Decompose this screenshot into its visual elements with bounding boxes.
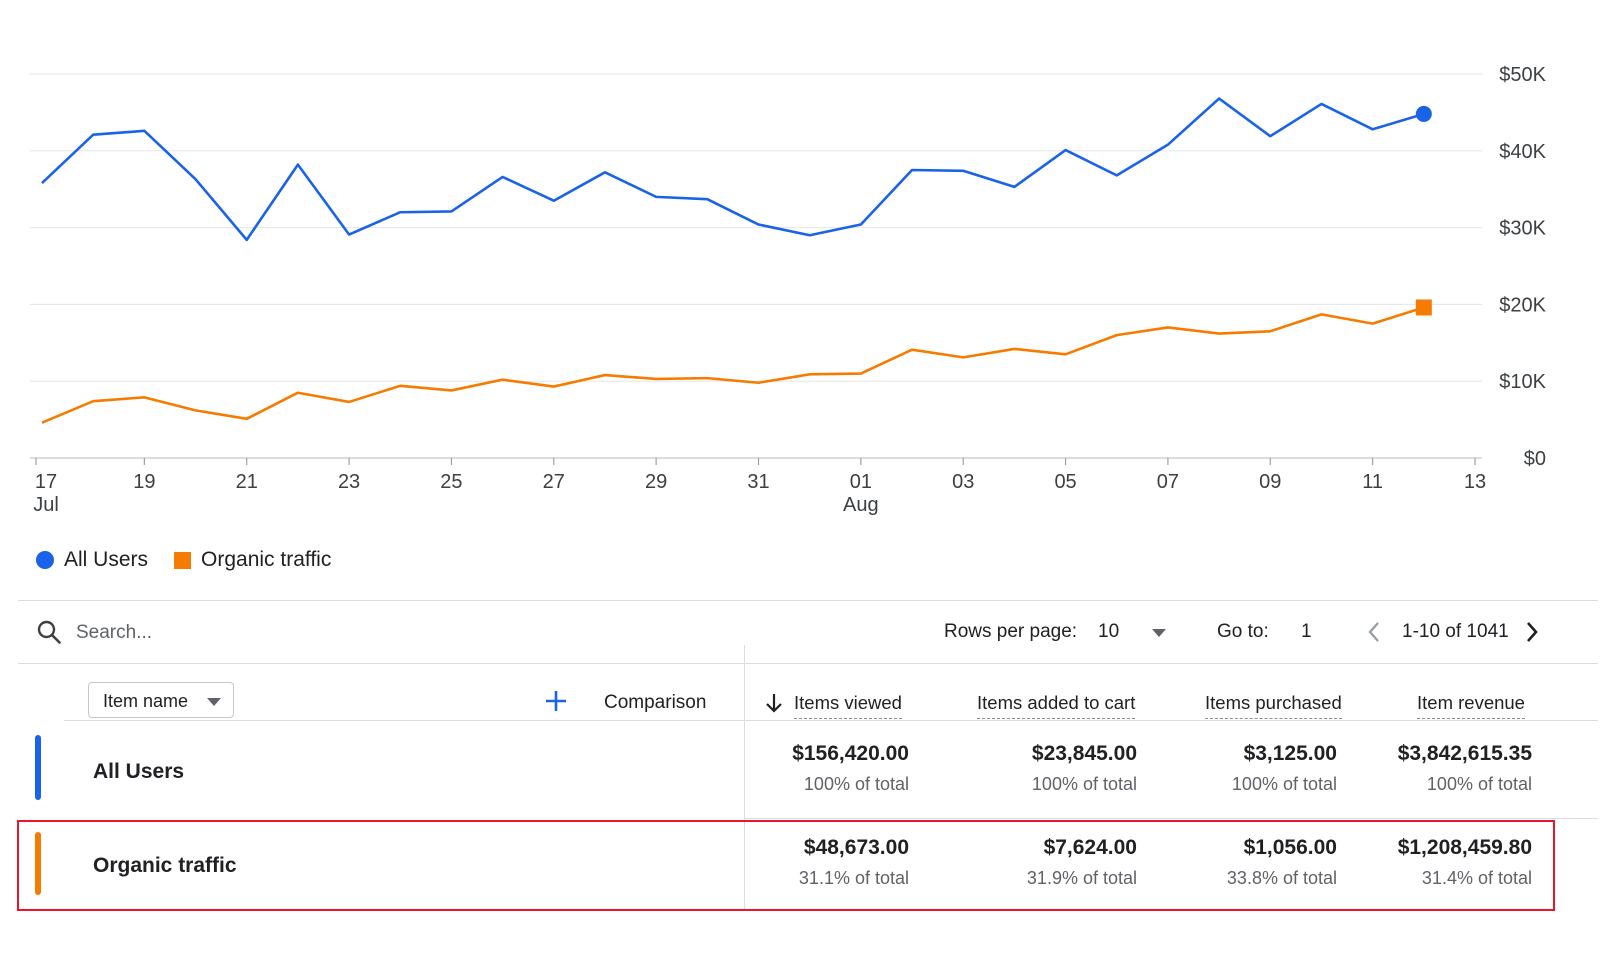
cell-percent: 100% of total	[1426, 774, 1532, 794]
cell-value: $48,673.00	[803, 836, 909, 859]
rows-per-page-select[interactable]: 10	[1088, 611, 1178, 651]
x-tick-label: 05	[1054, 471, 1076, 493]
legend-item-organic-traffic[interactable]: Organic traffic	[174, 548, 331, 572]
y-tick-label: $30K	[1499, 218, 1546, 240]
x-tick-label: 19	[133, 471, 155, 493]
orange-square-icon	[174, 551, 192, 569]
x-tick-label: 31	[747, 471, 769, 493]
column-header-items-viewed[interactable]: Items viewed	[794, 692, 902, 719]
pagination-range: 1-10 of 1041	[1402, 621, 1509, 642]
x-tick-label: 29	[645, 471, 667, 493]
y-tick-label: $10K	[1499, 371, 1546, 393]
x-tick-label: 17	[35, 471, 57, 493]
series-end-point-organic-traffic	[1415, 299, 1432, 316]
chart-grid	[30, 73, 1482, 459]
cell-items-added-to-cart: $7,624.00 31.9% of total	[1027, 836, 1137, 889]
table-header: Item name Comparison Items viewed Items …	[18, 662, 1598, 742]
legend-item-all-users[interactable]: All Users	[36, 548, 148, 572]
series-end-point-all-users	[1415, 105, 1432, 122]
x-tick-label: 11	[1362, 471, 1383, 493]
series-color-bar	[35, 735, 41, 800]
row-label: Organic traffic	[93, 854, 237, 877]
table-toolbar: Rows per page: 10 Go to: 1 1-10 of 1041	[18, 600, 1598, 664]
chevron-left-icon	[1368, 622, 1379, 642]
y-tick-label: $0	[1524, 448, 1546, 470]
cell-items-purchased: $3,125.00 100% of total	[1232, 742, 1337, 795]
chart-series	[41, 97, 1432, 424]
cell-items-viewed: $48,673.00 31.1% of total	[799, 836, 909, 889]
y-axis-ticks: $0 $10K $20K $30K $40K $50K	[1499, 64, 1546, 470]
search-input[interactable]	[74, 615, 398, 651]
row-divider	[744, 818, 1598, 819]
cell-value: $23,845.00	[1031, 742, 1137, 765]
x-tick-label: 03	[952, 471, 974, 493]
cell-percent: 33.8% of total	[1226, 868, 1337, 888]
cell-value: $3,842,615.35	[1397, 742, 1532, 765]
cell-items-purchased: $1,056.00 33.8% of total	[1227, 836, 1337, 889]
series-line-organic-traffic	[41, 306, 1425, 424]
x-tick-label: 13	[1464, 471, 1486, 493]
table-row-all-users[interactable]: All Users $156,420.00 100% of total $23,…	[18, 722, 1598, 818]
x-tick-label: 07	[1157, 471, 1179, 493]
cell-items-viewed: $156,420.00 100% of total	[792, 742, 909, 795]
x-tick-label: 23	[338, 471, 360, 493]
header-divider	[64, 720, 1598, 721]
legend-label-all-users: All Users	[64, 548, 149, 571]
x-tick-label: 27	[543, 471, 565, 493]
cell-percent: 100% of total	[1231, 774, 1337, 794]
y-tick-label: $20K	[1499, 294, 1546, 316]
highlight-box	[17, 820, 1555, 911]
column-header-items-added-to-cart[interactable]: Items added to cart	[977, 692, 1136, 719]
cell-percent: 31.4% of total	[1421, 868, 1532, 888]
next-page-button[interactable]	[1518, 617, 1546, 647]
cell-value: $1,208,459.80	[1397, 836, 1532, 859]
cell-item-revenue: $3,842,615.35 100% of total	[1398, 742, 1532, 795]
add-comparison-icon[interactable]	[543, 688, 569, 714]
y-tick-label: $50K	[1499, 64, 1546, 86]
cell-value: $1,056.00	[1243, 836, 1337, 859]
table-row-organic-traffic[interactable]: Organic traffic $48,673.00 31.1% of tota…	[18, 820, 1598, 910]
arrow-down-sort-icon	[766, 694, 782, 713]
rows-per-page-value: 10	[1098, 621, 1120, 642]
x-tick-label: 25	[440, 471, 462, 493]
y-tick-label: $40K	[1499, 141, 1546, 163]
chart-legend: All Users Organic traffic	[36, 548, 357, 572]
cell-value: $3,125.00	[1243, 742, 1337, 765]
go-to-label: Go to:	[1217, 621, 1269, 642]
column-divider	[744, 645, 745, 910]
x-tick-label: 09	[1259, 471, 1281, 493]
x-tick-label: 01	[850, 471, 872, 493]
series-line-all-users	[41, 97, 1425, 242]
cell-percent: 100% of total	[803, 774, 909, 794]
chevron-down-icon	[207, 698, 221, 706]
blue-circle-icon	[36, 551, 54, 569]
cell-percent: 31.9% of total	[1026, 868, 1137, 888]
cell-items-added-to-cart: $23,845.00 100% of total	[1032, 742, 1137, 795]
column-header-items-purchased[interactable]: Items purchased	[1205, 692, 1342, 719]
previous-page-button[interactable]	[1360, 617, 1388, 647]
dimension-select[interactable]: Item name	[88, 682, 234, 718]
cell-percent: 100% of total	[1031, 774, 1137, 794]
dimension-select-label: Item name	[103, 691, 189, 711]
cell-value: $156,420.00	[792, 742, 909, 765]
cell-value: $7,624.00	[1043, 836, 1137, 859]
series-color-bar	[35, 832, 41, 895]
chevron-right-icon	[1527, 622, 1538, 642]
cell-percent: 31.1% of total	[798, 868, 909, 888]
chevron-down-icon	[1152, 629, 1166, 637]
x-tick-label: 21	[236, 471, 258, 493]
search-icon	[37, 620, 61, 644]
comparison-label: Comparison	[604, 692, 707, 713]
legend-label-organic-traffic: Organic traffic	[201, 548, 332, 571]
column-header-item-revenue[interactable]: Item revenue	[1417, 692, 1525, 719]
row-label: All Users	[93, 760, 185, 783]
rows-per-page-label: Rows per page:	[944, 621, 1078, 642]
x-tick-sublabel: Jul	[33, 494, 59, 516]
x-tick-sublabel: Aug	[843, 494, 879, 516]
cell-item-revenue: $1,208,459.80 31.4% of total	[1398, 836, 1532, 889]
go-to-input[interactable]: 1	[1301, 621, 1312, 642]
